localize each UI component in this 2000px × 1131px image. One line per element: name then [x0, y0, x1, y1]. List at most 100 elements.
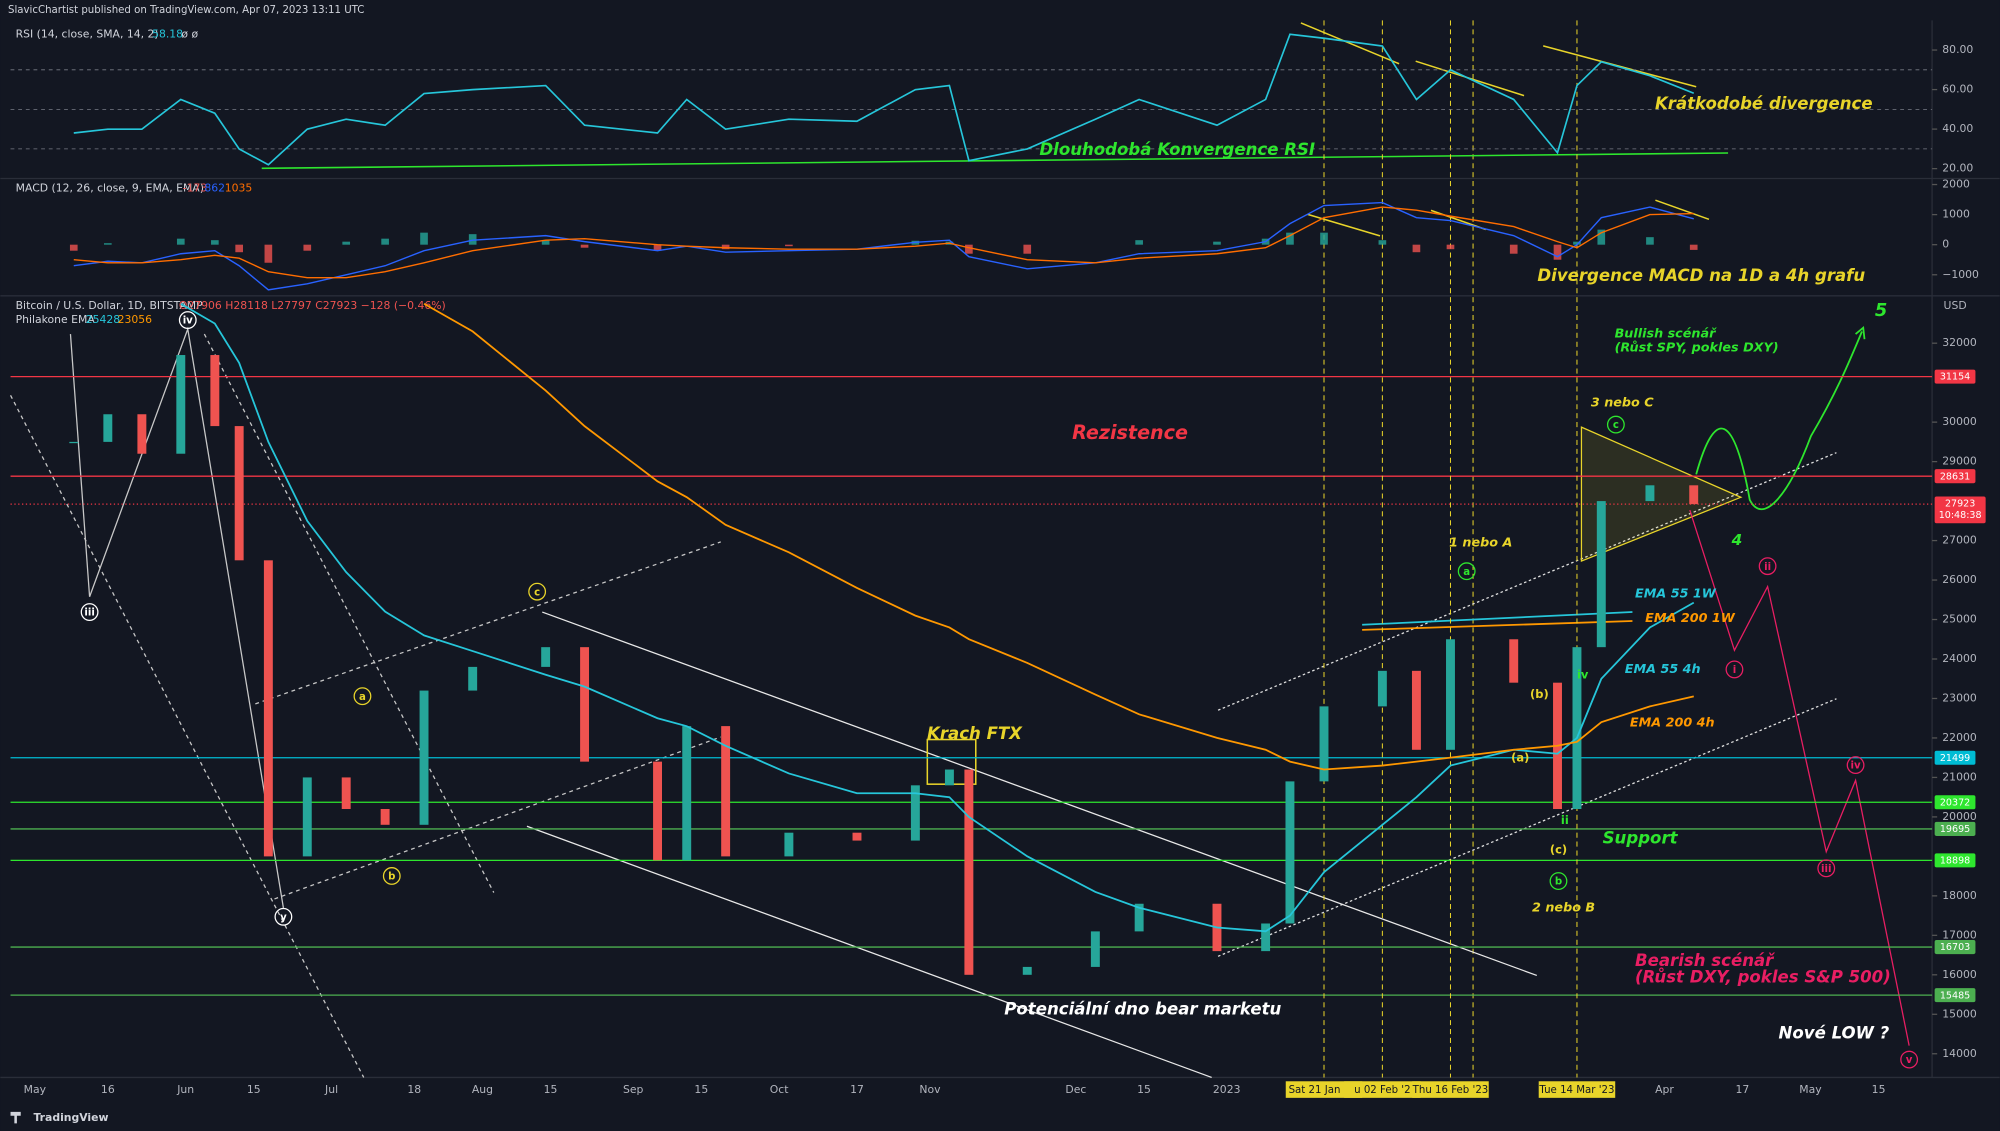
y-tick-label: 15000: [1942, 1007, 1977, 1020]
wave-circle: [382, 867, 401, 885]
wave-label: iv: [183, 316, 193, 327]
annotation: (Růst SPY, pokles DXY): [1615, 341, 1779, 356]
x-tick-label: 18: [407, 1083, 421, 1096]
macd-histogram-bar: [965, 244, 973, 254]
highlight-label: Tue 14 Mar '23: [1538, 1085, 1614, 1096]
rsi-value: 58.18: [152, 27, 183, 40]
macd-value: 862: [204, 182, 225, 195]
y-tick-label: 2000: [1942, 178, 1970, 191]
macd-histogram-bar: [541, 240, 550, 245]
candle: [69, 441, 79, 444]
x-tick-label: 15: [247, 1083, 261, 1096]
y-tick-label: −1000: [1942, 268, 1979, 281]
macd-line: [73, 206, 1694, 279]
candle: [1134, 903, 1144, 932]
level-label-box: [1934, 853, 1976, 868]
wave-circle: [178, 311, 197, 329]
x-tick-label: Dec: [1065, 1083, 1086, 1096]
highlight-label: Thu 16 Feb '23: [1412, 1085, 1489, 1096]
wave-label: iv: [1577, 668, 1589, 682]
annotation: 5: [1875, 300, 1887, 321]
macd-histogram-bar: [176, 238, 185, 245]
candle: [1022, 966, 1032, 975]
arrow: [1655, 199, 1710, 221]
candle: [1572, 647, 1582, 810]
candle: [852, 832, 862, 841]
macd-histogram-bar: [653, 244, 662, 251]
x-tick-label: Jun: [176, 1083, 194, 1096]
wave-label: (a): [1511, 751, 1529, 765]
bullish-path: [1695, 331, 1863, 511]
rsi-extra: ø ø: [181, 27, 198, 40]
y-tick-label: 20000: [1942, 810, 1977, 823]
highlight-label-box: [1285, 1081, 1363, 1098]
wave-label: a: [359, 692, 366, 703]
x-tick-label: 17: [850, 1083, 864, 1096]
ohlc: O27906 H28118 L27797 C27923 −128 (−0.46%…: [179, 299, 446, 312]
last-price-box: [1934, 496, 1986, 524]
x-tick-label: Sep: [623, 1083, 644, 1096]
candle: [1090, 931, 1100, 967]
candle: [468, 666, 478, 691]
wave-circle: [528, 582, 547, 601]
level-label-box: [1934, 750, 1976, 765]
wave-label: b: [388, 872, 395, 883]
macd-histogram-bar: [1446, 244, 1455, 250]
candle: [103, 414, 113, 442]
x-tick-label: 15: [1137, 1083, 1151, 1096]
candle: [176, 355, 186, 454]
macd-histogram-bar: [211, 240, 219, 245]
level-label: 18898: [1940, 856, 1970, 867]
candle: [784, 832, 794, 857]
annotation: Support: [1603, 829, 1679, 848]
macd-histogram-bar: [264, 244, 273, 263]
x-tick-label: 15: [544, 1083, 558, 1096]
candle: [1596, 501, 1606, 648]
annotation: Krach FTX: [927, 724, 1023, 743]
y-tick-label: 17000: [1942, 928, 1977, 941]
annotation: EMA 200 1W: [1645, 611, 1736, 626]
level-label: 20372: [1940, 797, 1970, 808]
wave-label: ii: [1764, 562, 1771, 573]
macd-histogram-bar: [1646, 237, 1654, 245]
ema-legend-value: 23056: [118, 313, 153, 326]
candle: [1285, 781, 1295, 924]
annotation: Dlouhodobá Konvergence RSI: [1039, 140, 1315, 159]
level-label: 16703: [1940, 942, 1970, 953]
y-tick-label: 32000: [1942, 336, 1977, 349]
wave-circle: [353, 687, 372, 706]
macd-histogram-bar: [785, 244, 793, 247]
macd-hist-value: -173: [183, 182, 208, 195]
macd-histogram-bar: [721, 244, 730, 250]
candle: [210, 355, 220, 427]
macd-histogram-bar: [342, 241, 351, 245]
wave-circle: [1817, 859, 1836, 878]
footer: TradingView: [33, 1111, 108, 1124]
level-label-box: [1934, 988, 1976, 1003]
y-tick-label: 24000: [1942, 652, 1977, 665]
y-tick-label: 27000: [1942, 534, 1977, 547]
x-tick-label: Aug: [472, 1083, 493, 1096]
x-tick-label: 16: [101, 1083, 115, 1096]
level-label-box: [1934, 469, 1976, 484]
macd-histogram-bar: [1135, 240, 1143, 245]
annotation: Rezistence: [1072, 421, 1188, 444]
annotation: Krátkodobé divergence: [1655, 94, 1873, 113]
candle: [341, 777, 351, 810]
candle: [944, 769, 954, 786]
ema-legend: Philakone EMA: [16, 313, 96, 326]
wave-label: iii: [1821, 864, 1831, 875]
level-label-box: [1934, 795, 1976, 810]
wave-circle: [1549, 872, 1568, 891]
wave-circle: [1725, 660, 1744, 679]
macd-histogram-bar: [1213, 241, 1221, 245]
y-tick-label: 0: [1942, 238, 1949, 251]
trendline: [203, 333, 495, 893]
wave-label: c: [1613, 420, 1619, 431]
countdown: 10:48:38: [1939, 510, 1982, 521]
trendline: [255, 541, 721, 705]
y-tick-label: 18000: [1942, 889, 1977, 902]
candle: [1509, 639, 1519, 683]
macd-histogram-bar: [1689, 244, 1698, 250]
